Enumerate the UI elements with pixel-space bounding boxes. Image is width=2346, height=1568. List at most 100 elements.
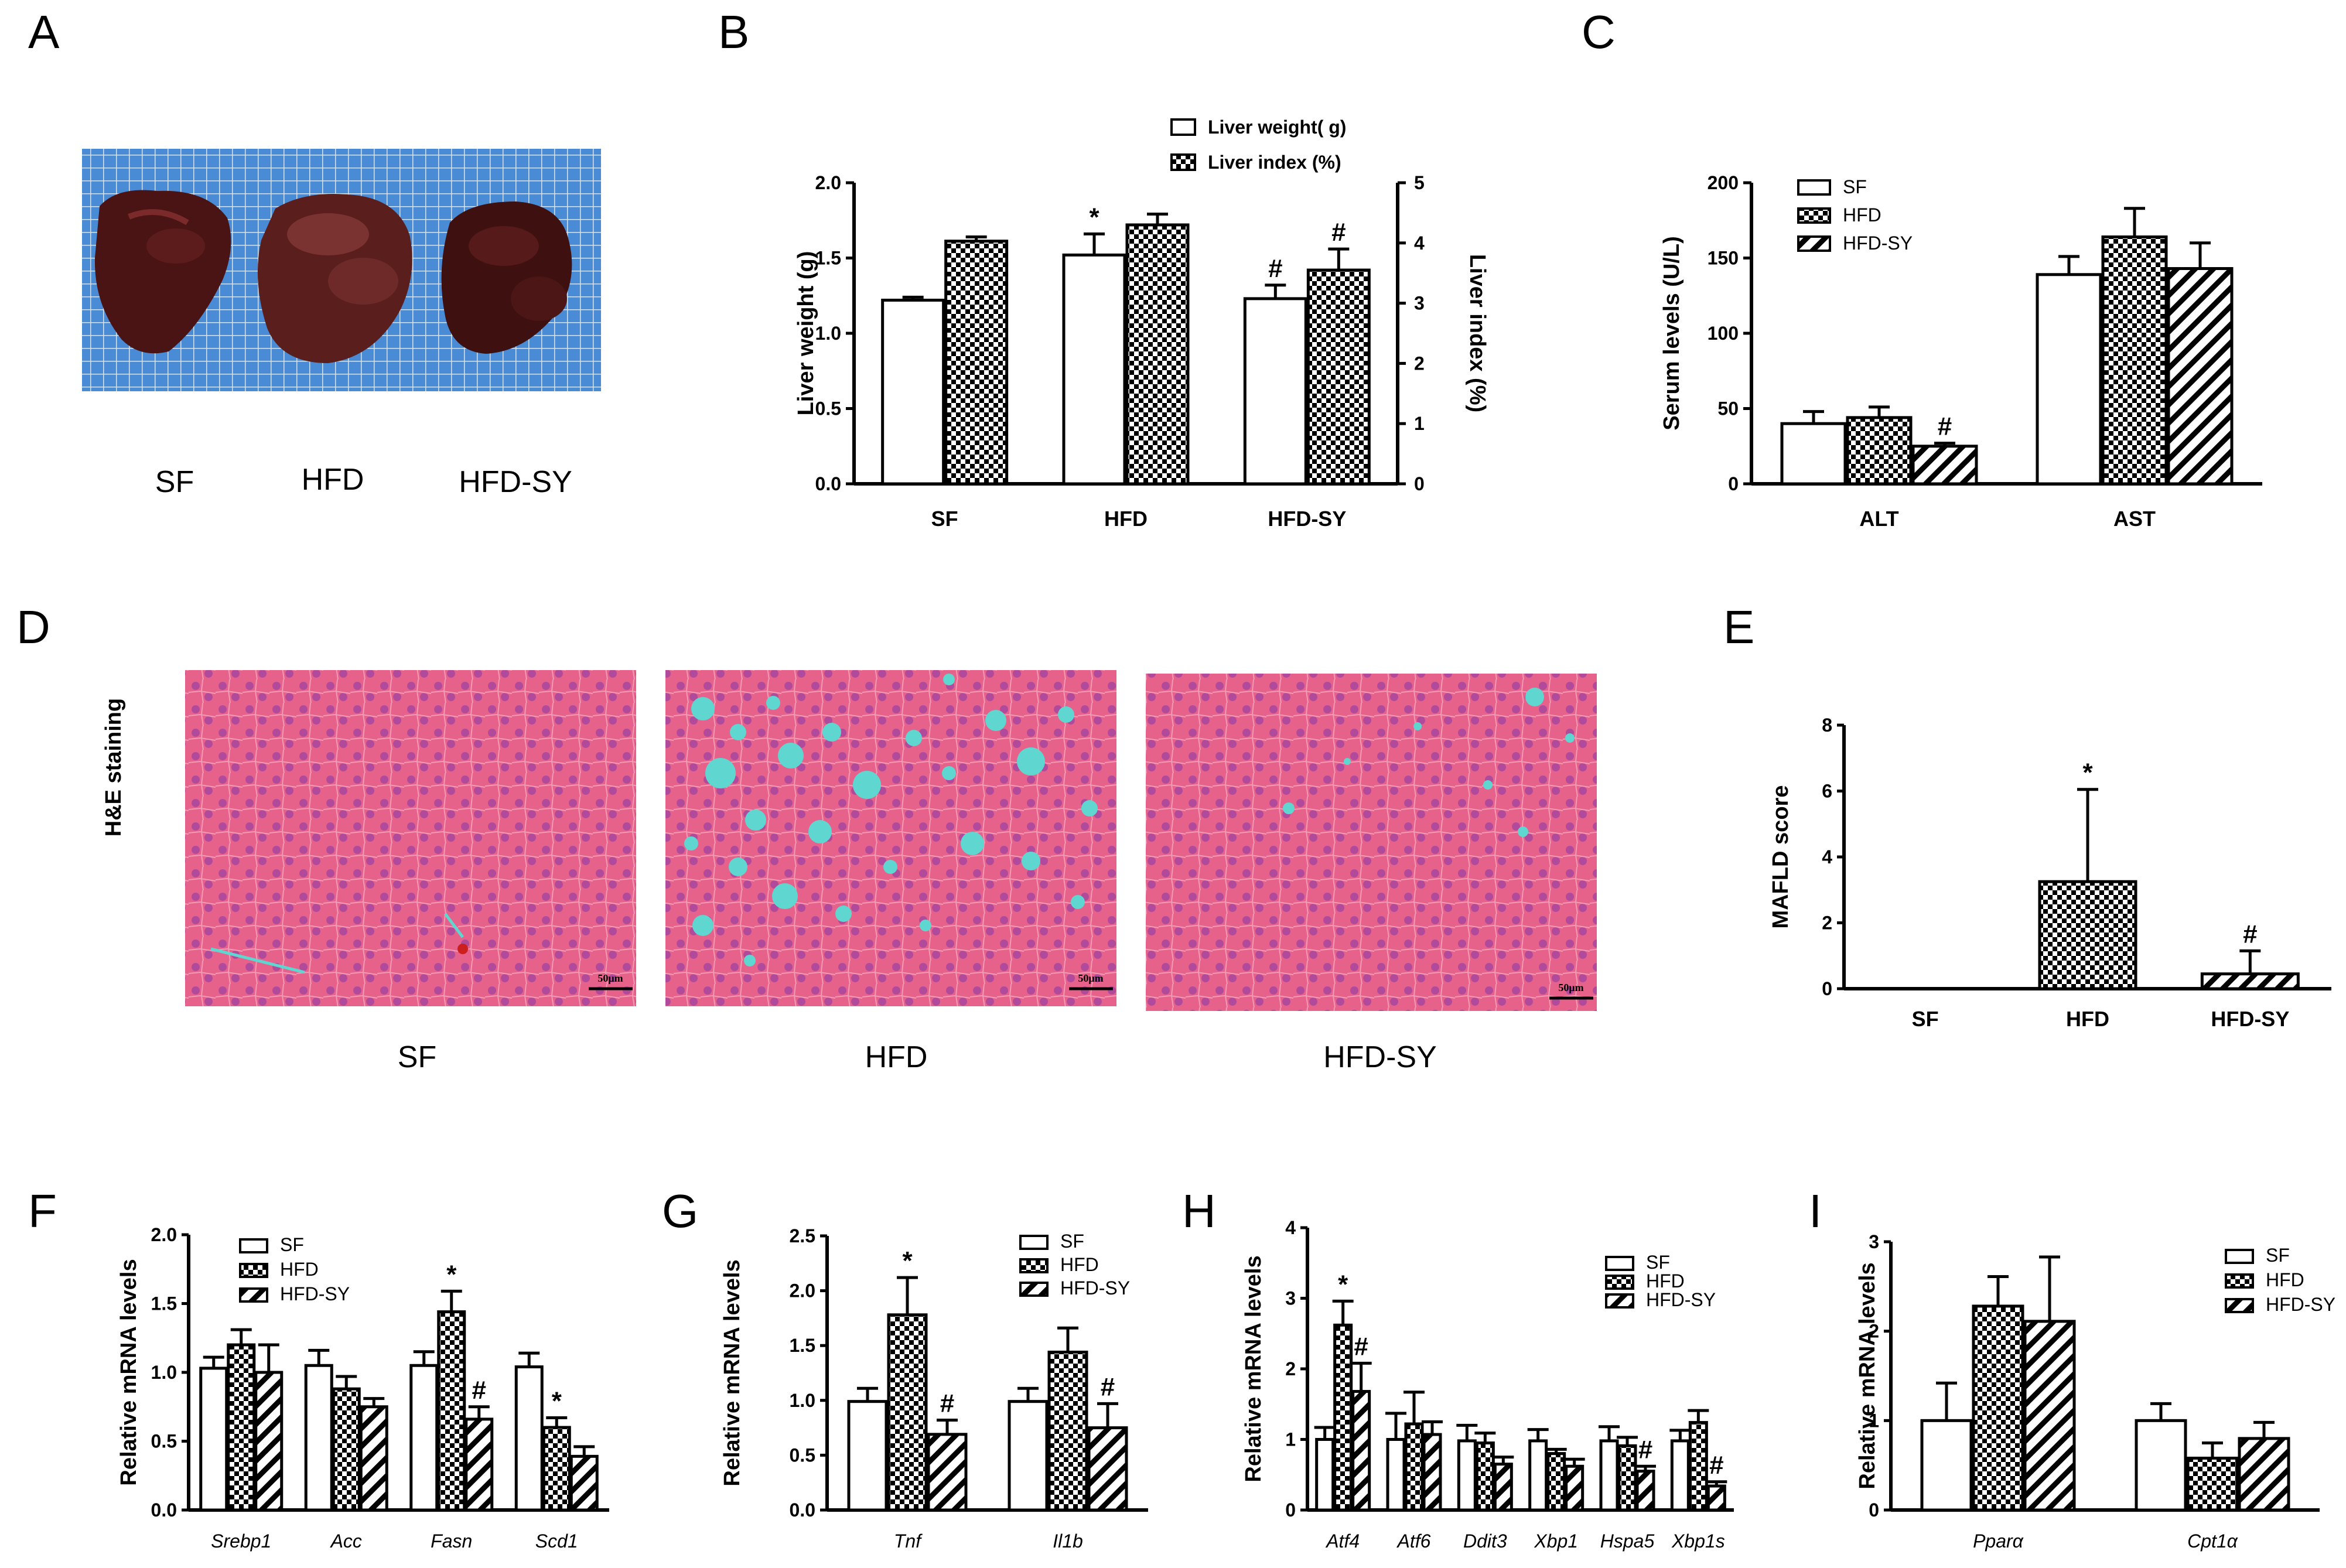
bar [2186,1456,2239,1512]
bar [1404,1422,1424,1512]
bar [1972,1304,2024,1512]
bar [514,1365,544,1512]
y-tick-label: 1.5 [790,1335,815,1356]
panel-letter-a: A [28,6,60,58]
legend-swatch [2225,1249,2254,1264]
x-tick-label: Hspa5 [1600,1531,1655,1552]
bar [2238,1437,2290,1512]
bar [2023,1320,2076,1512]
significance-mark: # [1331,218,1346,247]
bar [1422,1433,1442,1512]
x-tick-label: SF [1912,1007,1939,1031]
y-tick-label: 200 [1708,172,1739,193]
bar [1351,1390,1371,1512]
y-tick-label: 8 [1822,715,1832,736]
y-axis-title: Relative mRNA levels [1241,1255,1266,1482]
y-tick-label: 1 [1869,1410,1879,1431]
panel-letter-h: H [1182,1185,1216,1237]
legend-swatch [1019,1282,1049,1297]
x-tick-label: Xbp1 [1534,1531,1578,1552]
bar [1670,1439,1690,1512]
y-tick-label: 4 [1285,1217,1296,1238]
chart-serum-levels: 0 50 100 150 200 Serum levels (U/L) ALT # AST SF H… [1659,172,2262,531]
bar [927,1433,968,1512]
legend-swatch [1605,1275,1634,1290]
y-tick-label: 0.5 [151,1431,177,1452]
y-tick-label: 0.0 [151,1499,177,1521]
legend-swatch [1797,235,1831,252]
y-tick-label: 1.0 [151,1362,177,1383]
panel-letter-e: E [1723,601,1754,653]
legend-label: HFD-SY [280,1283,350,1304]
legend-swatch [1797,207,1831,224]
he-staining-label: H&E staining [101,698,126,836]
legend-swatch [239,1287,268,1303]
liver-hfd-sy [441,201,572,354]
x-tick-label: Pparα [1973,1531,2024,1552]
bar [1546,1452,1566,1512]
x-tick-label: Srebp1 [211,1531,271,1552]
legend-swatch [2225,1273,2254,1289]
significance-mark: # [2243,920,2257,948]
bar [359,1405,388,1512]
bar [1062,253,1126,486]
legend-swatch [239,1238,268,1253]
panel-letter-g: G [662,1185,698,1237]
significance-mark: # [1101,1372,1115,1401]
bar [2167,267,2234,486]
legend-label: Liver index (%) [1208,152,1341,173]
bar [1688,1421,1708,1512]
bar [465,1417,494,1512]
scale-label-sf: 50μm [597,972,623,984]
bar [1243,297,1307,486]
legend-label: SF [1843,176,1867,197]
liver-hfd [257,194,412,363]
significance-mark: # [1938,412,1952,441]
bar [1475,1441,1495,1512]
y-tick-label: 2.0 [790,1280,815,1301]
y-axis-title: Relative mRNA levels [117,1259,141,1485]
legend-label: HFD-SY [1843,233,1913,254]
legend-swatch [1170,153,1196,171]
scale-label-hfd-sy: 50μm [1558,982,1583,993]
bar [332,1387,361,1512]
y-tick-label: 0.0 [815,473,841,494]
legend-label: HFD [1060,1254,1099,1275]
legend-label: HFD-SY [1646,1289,1716,1310]
y-tick-label: 0 [1728,473,1739,494]
y2-tick-label: 3 [1414,293,1425,314]
bar [254,1371,284,1512]
significance-mark: * [2082,759,2093,787]
x-tick-label: SF [931,507,958,531]
micrograph-hfd: 50μm [665,670,1116,1006]
panel-letter-d: D [16,601,50,653]
legend-swatch [1605,1256,1634,1271]
bar [569,1454,599,1512]
bar [887,1313,928,1512]
legend-swatch [1019,1258,1049,1273]
x-tick-label: Acc [330,1531,362,1552]
chart-inflammatory-genes: 0.0 0.5 1.0 1.5 2.0 2.5 Relative mRNA levels Tn… [720,1225,1148,1552]
legend-label: HFD-SY [2266,1294,2335,1315]
significance-mark: * [1338,1270,1348,1299]
bar [1617,1444,1637,1512]
bar [847,1400,888,1512]
bar [1333,1323,1353,1512]
significance-mark: * [552,1387,562,1416]
bar [1306,268,1371,486]
bar [2101,235,2168,486]
legend-swatch [1797,179,1831,196]
y2-tick-label: 4 [1414,233,1425,254]
legend-swatch [2225,1298,2254,1313]
x-tick-label: AST [2113,507,2156,531]
y-tick-label: 1.0 [815,323,841,344]
panel-letter-i: I [1809,1185,1822,1237]
significance-mark: # [1354,1332,1368,1361]
bar [304,1364,333,1512]
y-tick-label: 0 [1869,1499,1879,1521]
x-tick-label: ALT [1859,507,1898,531]
micrograph-sf: 50μm [185,670,636,1006]
chart-liver-weight: 0.0 0.5 1.0 1.5 2.0 0 1 2 3 4 5 Liver index (%) Live… [794,117,1490,531]
y2-tick-label: 0 [1414,473,1425,494]
